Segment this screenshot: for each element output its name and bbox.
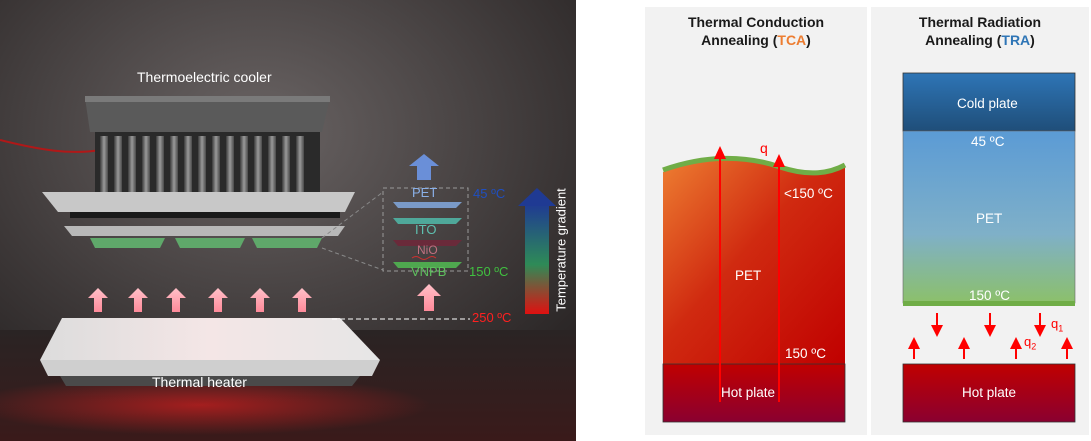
annealing-setup-illustration: Thermoelectric cooler Thermal heater PET… xyxy=(0,0,576,441)
layer-label-vnpb: VNPB xyxy=(411,264,447,279)
tra-hot-plate xyxy=(902,363,1076,423)
tra-bottom-film xyxy=(903,301,1075,306)
tra-q2-label: q2 xyxy=(1024,334,1037,352)
gradient-axis-label: Temperature gradient xyxy=(553,188,569,312)
tca-diagram-svg xyxy=(662,146,847,423)
tca-pet-label: PET xyxy=(735,268,762,283)
tra-title: Thermal Radiation Annealing (TRA) xyxy=(918,14,1042,48)
tra-absorption-arrows xyxy=(908,337,1073,359)
setup-render-svg xyxy=(0,0,576,441)
substrate-sample xyxy=(90,238,165,248)
temp-label-mid: 150 ºC xyxy=(469,264,509,279)
tra-pet-layer xyxy=(902,130,1076,304)
substrate-sample xyxy=(175,238,245,248)
vnpb-layer-plate xyxy=(393,262,462,268)
substrate-sample xyxy=(252,238,322,248)
cooler-fan xyxy=(85,98,330,132)
tca-title: Thermal Conduction Annealing (TCA) xyxy=(687,14,825,48)
layer-label-pet: PET xyxy=(412,185,438,200)
tra-panel: Thermal Radiation Annealing (TRA) xyxy=(871,7,1089,435)
tra-top-temp: 45 ºC xyxy=(971,134,1005,149)
pet-layer-plate xyxy=(393,202,462,208)
gradient-arrow-head xyxy=(518,188,556,206)
nio-layer-plate xyxy=(393,240,462,246)
tra-diagram-svg xyxy=(902,72,1076,423)
tra-cold-plate-label: Cold plate xyxy=(957,96,1018,111)
heater-label: Thermal heater xyxy=(152,374,247,390)
tca-top-temp: <150 ºC xyxy=(784,186,833,201)
tca-panel: Thermal Conduction Annealing (TCA) xyxy=(645,7,867,435)
cooling-arrow xyxy=(409,154,439,180)
tca-heat-symbol: q xyxy=(760,140,768,156)
temperature-gradient-bar xyxy=(525,204,549,314)
temp-label-bottom: 250 ºC xyxy=(472,310,512,325)
cooler-base-plate xyxy=(42,192,355,212)
thermal-heater xyxy=(40,318,380,360)
tca-heat-arrows xyxy=(714,146,785,402)
tra-cold-plate xyxy=(902,72,1076,132)
ito-layer-plate xyxy=(393,218,462,224)
tra-emission-arrows xyxy=(931,313,1046,337)
heat-sink-fins xyxy=(95,132,320,192)
cooler-label: Thermoelectric cooler xyxy=(137,69,272,85)
tca-bottom-temp: 150 ºC xyxy=(785,346,826,361)
layer-zoom-box xyxy=(382,187,469,272)
tca-pet-layer xyxy=(663,160,845,364)
tra-pet-label: PET xyxy=(976,211,1003,226)
layer-label-ito: ITO xyxy=(415,222,437,237)
tra-bottom-temp: 150 ºC xyxy=(969,288,1010,303)
tra-q1-label: q1 xyxy=(1051,316,1064,334)
layer-label-nio: NiO xyxy=(417,243,438,257)
tra-hot-plate-label: Hot plate xyxy=(962,385,1017,400)
temp-label-top: 45 ºC xyxy=(473,186,506,201)
tca-hot-plate-label: Hot plate xyxy=(721,385,776,400)
tca-hot-plate xyxy=(662,363,846,423)
heat-arrows xyxy=(88,284,441,312)
